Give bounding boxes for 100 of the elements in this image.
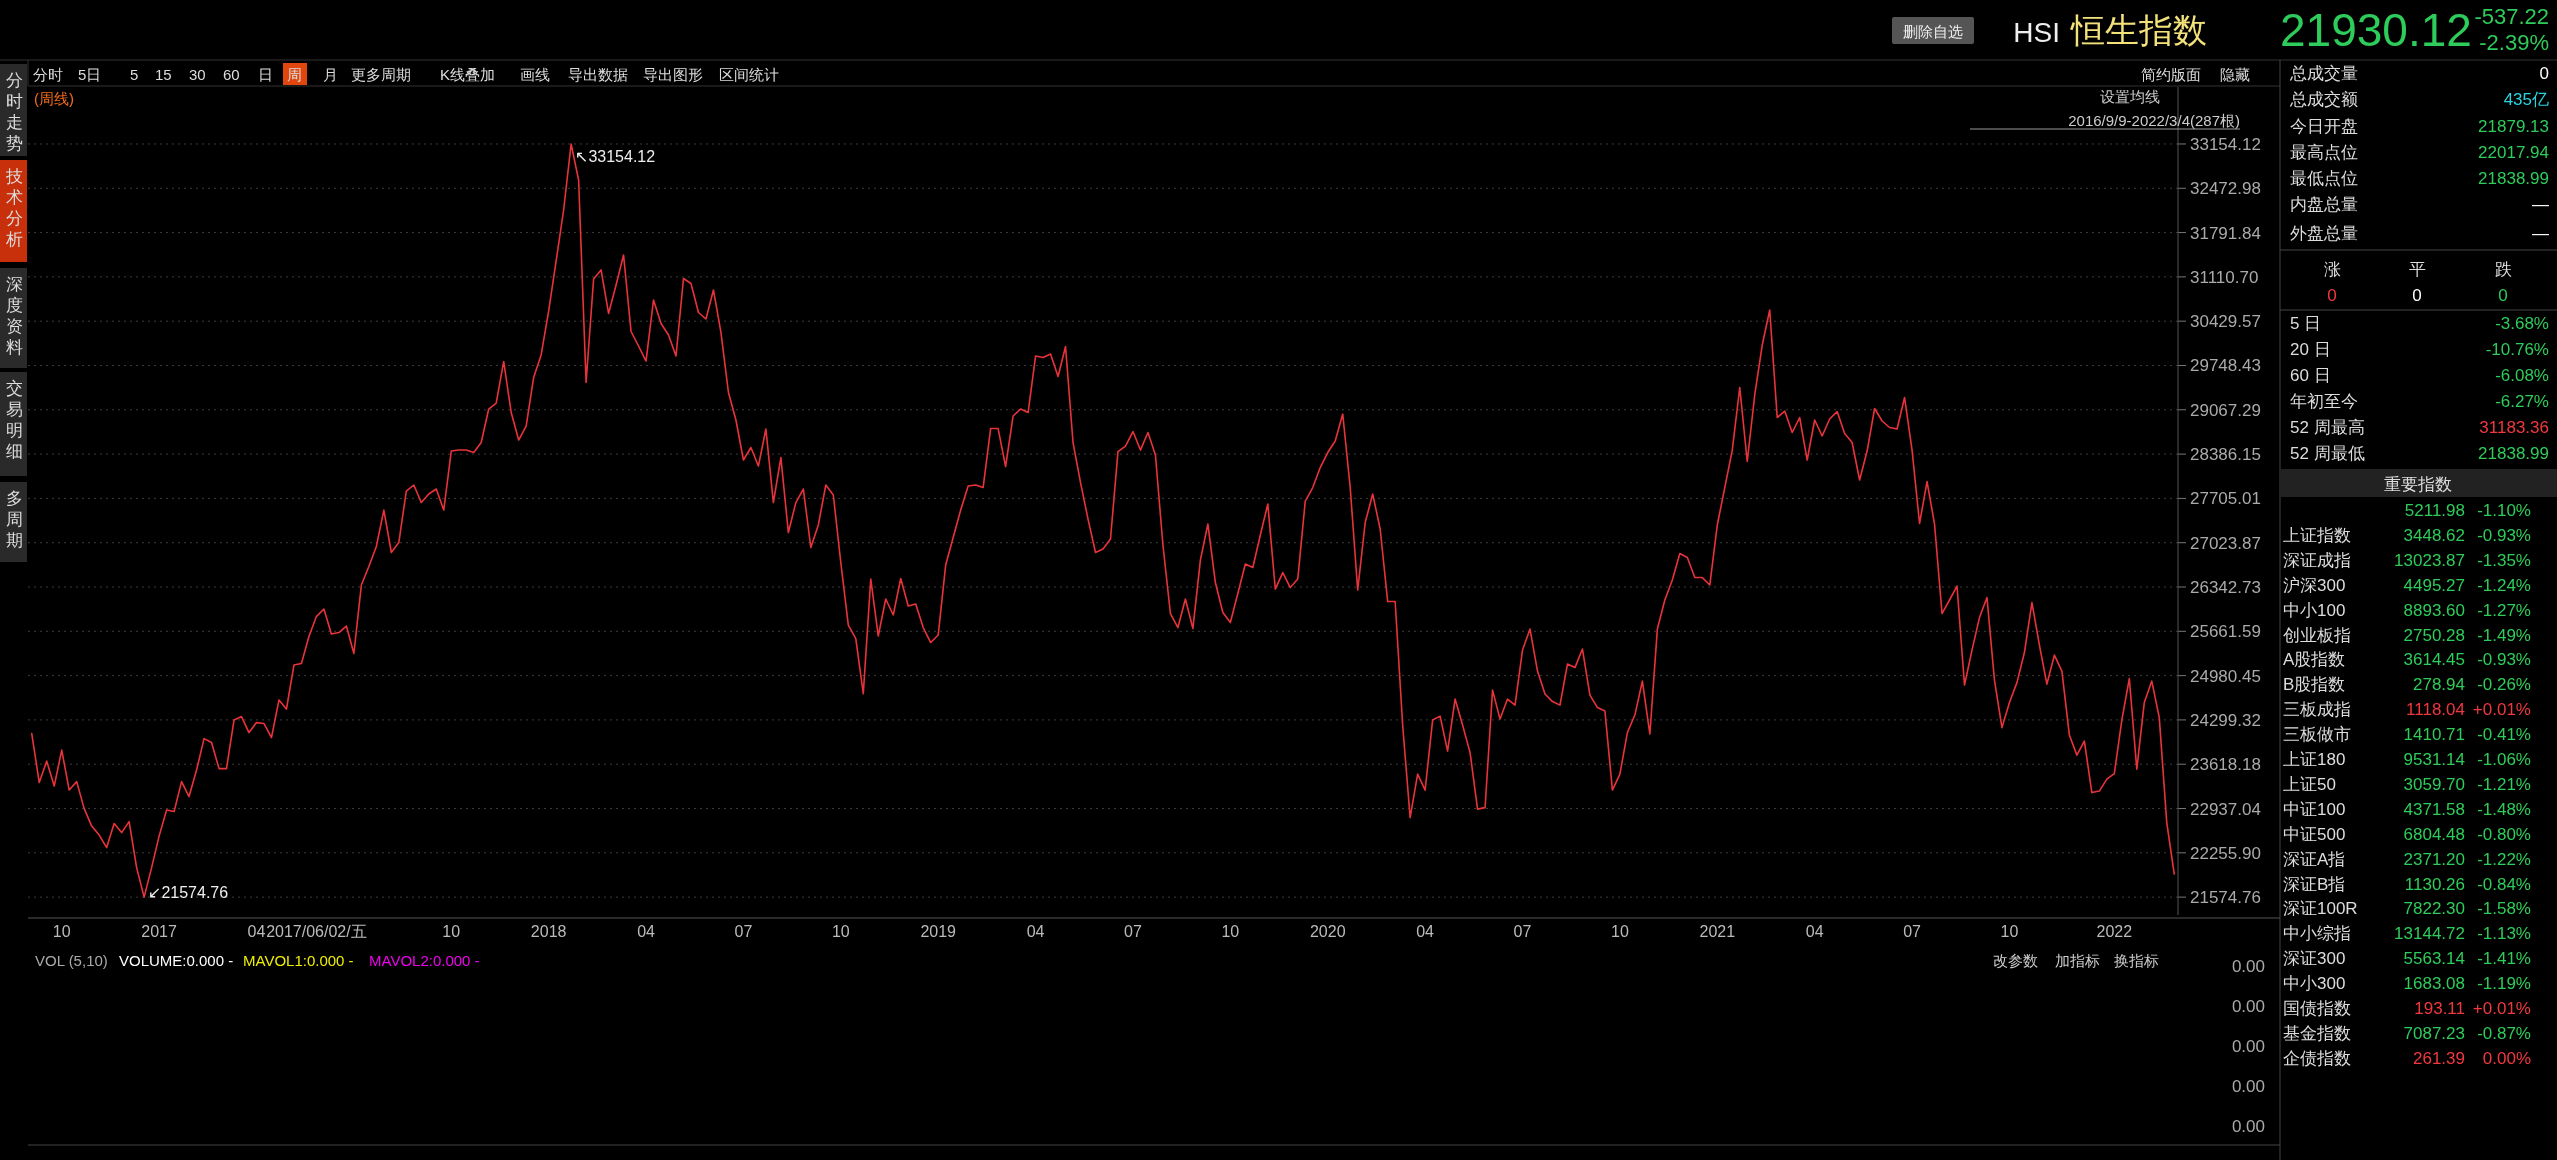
text: 0.00: [2231, 997, 2265, 1016]
x-tick-label: 2021: [1699, 923, 1736, 940]
text: 周: [287, 66, 302, 83]
text: 1683.08: [2403, 974, 2465, 994]
text: 0: [2498, 286, 2508, 305]
text: 3614.45: [2403, 650, 2465, 670]
text: 5563.14: [2403, 949, 2465, 969]
text: 更多周期: [351, 66, 411, 83]
text: 21838.99: [2478, 444, 2549, 463]
text: 5211.98: [2404, 501, 2465, 520]
text: 3059.70: [2403, 774, 2465, 794]
x-tick-label: 2018: [530, 923, 567, 940]
text: 5: [130, 66, 139, 83]
x-tick-label: 10: [1221, 923, 1240, 940]
y-tick-label: 27705.01: [2190, 489, 2261, 509]
text: 21930.12: [2280, 4, 2472, 56]
text: 上证指数: [2283, 525, 2351, 545]
text: 1130.26: [2404, 874, 2465, 894]
x-tick-label: 07: [734, 923, 753, 940]
text: 7822.30: [2403, 899, 2465, 919]
text: 中证100: [2283, 799, 2346, 819]
text: 52 周最低: [2290, 444, 2365, 463]
text: 今日开盘: [2290, 117, 2358, 136]
text: -1.48%: [2477, 799, 2531, 819]
text: 4371.58: [2403, 799, 2465, 819]
text: 隐藏: [2220, 66, 2250, 83]
text: 3448.62: [2403, 525, 2465, 545]
text: 加指标: [2055, 952, 2100, 969]
text: -3.68%: [2495, 314, 2549, 333]
text: VOLUME:0.000 -: [119, 952, 234, 969]
text: 技术分析: [4, 167, 23, 249]
y-tick-label: 26342.73: [2190, 578, 2261, 597]
text: -1.27%: [2477, 600, 2531, 620]
text: 深证100R: [2283, 899, 2358, 919]
text: 画线: [520, 66, 550, 83]
text: -0.93%: [2477, 650, 2531, 670]
text: -0.41%: [2477, 725, 2531, 745]
y-tick-label: 31110.70: [2190, 267, 2259, 287]
x-tick-label: 07: [1124, 923, 1142, 940]
x-tick-label: 10: [831, 923, 850, 940]
text: 261.39: [2413, 1048, 2465, 1068]
text: -0.87%: [2477, 1023, 2531, 1043]
x-tick-label: 10: [1611, 923, 1629, 940]
text: 60 日: [2290, 366, 2331, 385]
text: 最低点位: [2290, 169, 2358, 188]
text: 7087.23: [2403, 1023, 2465, 1043]
text: B股指数: [2283, 675, 2346, 695]
text: 0.00: [2231, 1037, 2265, 1056]
text: 4495.27: [2403, 575, 2465, 595]
text: -2.39%: [2479, 30, 2549, 55]
x-tick-label: 10: [2000, 923, 2019, 940]
y-tick-label: 30429.57: [2190, 312, 2261, 332]
text: 沪深300: [2283, 575, 2346, 595]
text: MAVOL1:0.000 -: [243, 952, 354, 969]
text: 深证A指: [2283, 849, 2346, 869]
text: 31183.36: [2479, 418, 2549, 437]
text: 平: [2408, 260, 2426, 279]
text: 2750.28: [2403, 625, 2465, 645]
text: 60: [223, 66, 240, 83]
text: -1.24%: [2477, 575, 2531, 595]
text: 日: [258, 66, 273, 83]
text: 15: [155, 66, 172, 83]
text: 1118.04: [2406, 700, 2465, 720]
text: 21879.13: [2478, 117, 2549, 136]
text: 最高点位: [2290, 143, 2358, 162]
text: 30: [189, 66, 206, 83]
annotation: ↖33154.12: [575, 148, 656, 165]
y-tick-label: 25661.59: [2190, 622, 2261, 642]
y-tick-label: 28386.15: [2190, 445, 2261, 465]
x-tick-label: 2019: [920, 923, 957, 940]
text: 中小100: [2283, 600, 2346, 620]
text: -0.26%: [2477, 675, 2531, 695]
x-tick-label: 10: [52, 923, 71, 940]
text: 13144.72: [2394, 924, 2465, 944]
text: 导出图形: [643, 66, 703, 83]
text: 分时走势: [5, 71, 23, 153]
text: 深证300: [2283, 949, 2346, 969]
text: -1.06%: [2477, 750, 2531, 769]
text: HSI: [2013, 17, 2060, 48]
text: 193.11: [2414, 999, 2465, 1018]
text: 21838.99: [2478, 169, 2549, 188]
x-tick-label: 2020: [1309, 923, 1346, 940]
text: 2371.20: [2403, 849, 2465, 869]
text: -1.49%: [2477, 625, 2531, 645]
text: -537.22: [2474, 4, 2549, 29]
text: 深证B指: [2283, 874, 2346, 894]
text: 交易明细: [5, 379, 23, 461]
y-tick-label: 32472.98: [2190, 179, 2261, 199]
line-series: [30, 143, 2176, 898]
text: -1.41%: [2477, 949, 2531, 969]
annotation: 2016/9/9-2022/3/4(287根): [2068, 112, 2240, 129]
text: 月: [323, 66, 338, 83]
text: 三板成指: [2283, 700, 2351, 720]
text: 0.00%: [2482, 1048, 2531, 1068]
annotation: 设置均线: [2100, 88, 2160, 105]
text: 外盘总量: [2290, 224, 2358, 243]
text: -6.08%: [2495, 366, 2549, 385]
text: 导出数据: [568, 66, 628, 83]
text: 0.00: [2231, 1117, 2265, 1136]
text: 企债指数: [2283, 1048, 2351, 1068]
